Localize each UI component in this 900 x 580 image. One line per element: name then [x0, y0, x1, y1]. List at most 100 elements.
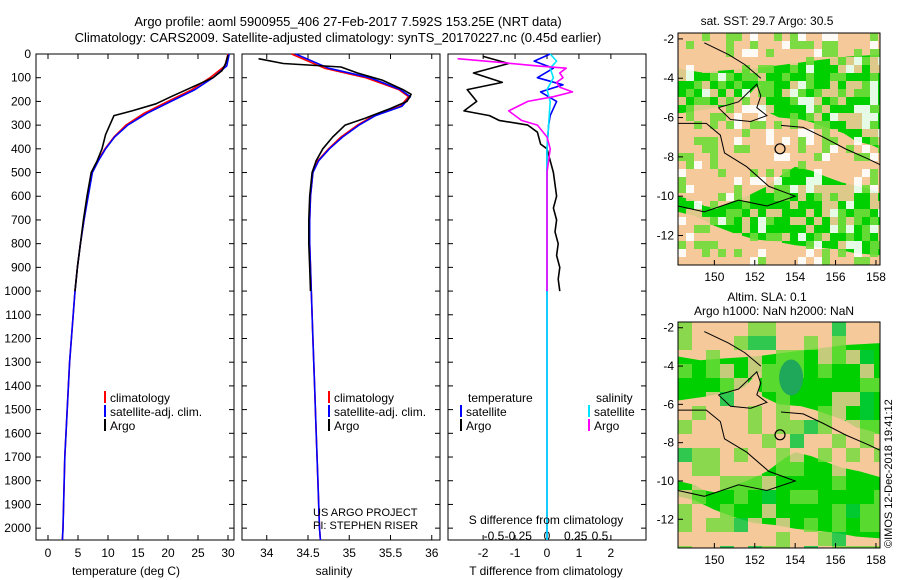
legend-s-satellite-label: satellite	[594, 405, 635, 419]
y-tick-label: 600	[11, 189, 31, 203]
map-cell	[846, 350, 860, 364]
map-cell	[862, 145, 870, 153]
map-cell	[748, 420, 762, 434]
lat-tick-label: -2	[663, 321, 674, 335]
map-cell	[838, 97, 846, 105]
legend-argo-swatch	[104, 419, 106, 431]
map-cell	[734, 121, 742, 129]
map-cell	[804, 532, 818, 546]
map-cell	[874, 420, 880, 434]
map-cell	[832, 476, 846, 490]
map-cell	[790, 257, 798, 265]
legend-argo-swatch	[328, 419, 330, 431]
map-cell	[822, 137, 830, 145]
map-cell	[726, 209, 734, 217]
map-cell	[846, 185, 854, 193]
map-cell	[874, 378, 880, 392]
map-cell	[734, 209, 742, 217]
x-tick-label: 0	[544, 546, 551, 560]
map-cell	[822, 121, 830, 129]
map-cell	[798, 217, 806, 225]
map-cell	[854, 137, 862, 145]
map-cell	[860, 518, 874, 532]
map-cell	[720, 504, 734, 518]
map-cell	[870, 257, 878, 265]
map-cell	[854, 241, 862, 249]
map-cell	[822, 89, 830, 97]
x-tick-label-top: 0.5	[592, 529, 609, 543]
map-cell	[694, 225, 702, 233]
map-cell	[814, 145, 822, 153]
map-cell	[862, 169, 870, 177]
y-tick-label: 0	[24, 47, 31, 61]
map-cell	[830, 209, 838, 217]
coastline	[780, 124, 880, 166]
map-cell	[782, 185, 790, 193]
map-cell	[694, 97, 702, 105]
x-tick-label: 20	[161, 546, 175, 560]
series-line-s-satellite	[546, 53, 558, 540]
map-cell	[846, 504, 860, 518]
map-cell	[678, 241, 686, 249]
map-cell	[742, 113, 750, 121]
map-cell	[804, 420, 818, 434]
series-line-climatology	[291, 53, 410, 541]
map-cell	[822, 105, 830, 113]
map-cell	[860, 420, 874, 434]
map-cell	[758, 33, 766, 41]
map-cell	[798, 249, 806, 257]
map-cell	[678, 249, 686, 257]
map-cell	[762, 434, 776, 448]
map-frame	[677, 32, 881, 266]
map-cell	[766, 217, 774, 225]
map-cell	[806, 113, 814, 121]
map-cell	[830, 97, 838, 105]
map-cell	[678, 462, 692, 476]
sst-map: 150 152 154 156 158 -2 -4 -6 -8 -10 -12	[657, 32, 887, 284]
map-cell	[776, 462, 790, 476]
sla-map-title-2: Argo h1000: NaN h2000: NaN	[694, 304, 854, 318]
map-cell	[750, 113, 758, 121]
map-cell	[798, 145, 806, 153]
map-cell	[734, 193, 742, 201]
map-cell	[846, 113, 854, 121]
map-cell	[710, 113, 718, 121]
map-cell	[870, 177, 878, 185]
map-cell	[742, 129, 750, 137]
map-cell	[758, 89, 766, 97]
map-cell	[874, 546, 880, 548]
x-tick-label: 0	[45, 546, 52, 560]
map-cell	[734, 137, 742, 145]
map-cell	[706, 518, 720, 532]
map-cell	[806, 137, 814, 145]
x-tick-label-top: -0.5	[484, 529, 505, 543]
map-cell	[782, 153, 790, 161]
map-cell	[758, 81, 766, 89]
map-cell	[870, 153, 878, 161]
map-cell	[790, 49, 798, 57]
map-cell	[838, 57, 846, 65]
map-cell	[878, 129, 880, 137]
map-cell	[686, 185, 694, 193]
map-cell	[710, 169, 718, 177]
map-cell	[854, 257, 862, 265]
map-cell	[718, 97, 726, 105]
map-cell	[790, 448, 804, 462]
map-cell	[734, 392, 748, 406]
map-cell	[686, 233, 694, 241]
y-tick-label: 1700	[4, 450, 31, 464]
map-cell	[846, 322, 860, 336]
map-cell	[822, 249, 830, 257]
map-cell	[742, 145, 750, 153]
map-cell	[832, 518, 846, 532]
map-cell	[790, 420, 804, 434]
map-cell	[806, 257, 814, 265]
map-cell	[854, 105, 862, 113]
salinity-panel: 34 34.5 35 35.5 36	[241, 53, 441, 560]
figure-title-line1: Argo profile: aoml 5900955_406 27-Feb-20…	[134, 14, 561, 29]
map-cell	[874, 448, 880, 462]
legend-argo-label: Argo	[110, 419, 136, 433]
map-cell	[822, 129, 830, 137]
map-cell	[862, 257, 870, 265]
map-cell	[742, 225, 750, 233]
